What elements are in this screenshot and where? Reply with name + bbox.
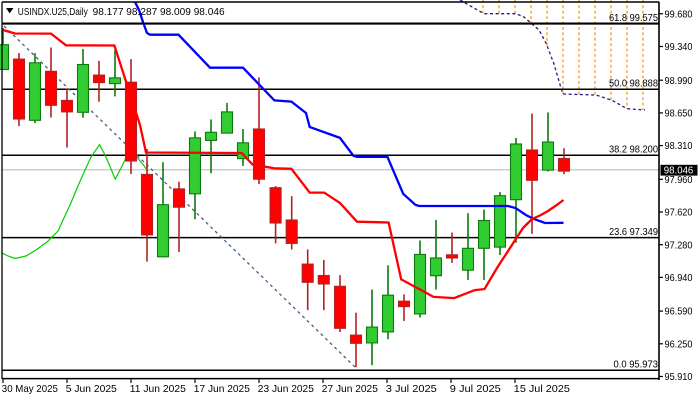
svg-text:61.8 99.575: 61.8 99.575 (609, 12, 658, 24)
svg-text:15 Jul 2025: 15 Jul 2025 (514, 383, 570, 395)
svg-text:27 Jun 2025: 27 Jun 2025 (322, 383, 378, 395)
svg-text:50.0 98.888: 50.0 98.888 (609, 77, 658, 89)
svg-text:23 Jun 2025: 23 Jun 2025 (258, 383, 314, 395)
svg-text:99.680: 99.680 (665, 8, 693, 20)
svg-text:96.940: 96.940 (665, 272, 693, 284)
svg-text:95.910: 95.910 (665, 371, 693, 383)
svg-text:USINDX.U25,Daily: USINDX.U25,Daily (18, 6, 89, 18)
svg-text:5 Jun 2025: 5 Jun 2025 (66, 383, 117, 395)
svg-text:99.340: 99.340 (665, 41, 693, 53)
svg-text:23.6 97.349: 23.6 97.349 (609, 226, 658, 238)
svg-text:98.990: 98.990 (665, 75, 693, 87)
svg-text:96.590: 96.590 (665, 306, 693, 318)
svg-text:98.310: 98.310 (665, 140, 693, 152)
svg-text:97.620: 97.620 (665, 207, 693, 219)
svg-text:96.250: 96.250 (665, 338, 693, 350)
svg-text:98.177 98.287 98.009 98.046: 98.177 98.287 98.009 98.046 (93, 6, 225, 18)
svg-text:0.0 95.973: 0.0 95.973 (614, 358, 659, 370)
svg-text:98.650: 98.650 (665, 108, 693, 120)
svg-text:9 Jul 2025: 9 Jul 2025 (450, 383, 501, 395)
svg-text:98.046: 98.046 (664, 165, 694, 177)
svg-text:17 Jun 2025: 17 Jun 2025 (194, 383, 250, 395)
svg-text:38.2 98.200: 38.2 98.200 (609, 143, 658, 155)
svg-text:30 May 2025: 30 May 2025 (2, 383, 58, 395)
svg-text:97.280: 97.280 (665, 239, 693, 251)
svg-text:3 Jul 2025: 3 Jul 2025 (386, 383, 437, 395)
svg-text:11 Jun 2025: 11 Jun 2025 (130, 383, 186, 395)
svg-text:97.960: 97.960 (665, 174, 693, 186)
